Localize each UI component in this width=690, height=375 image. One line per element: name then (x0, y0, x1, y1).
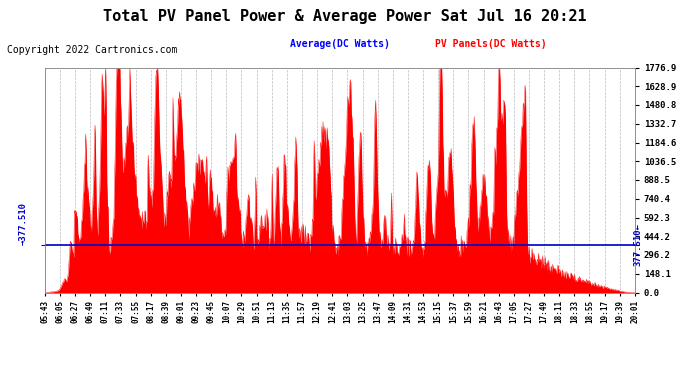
Text: Total PV Panel Power & Average Power Sat Jul 16 20:21: Total PV Panel Power & Average Power Sat… (104, 9, 586, 24)
Text: Average(DC Watts): Average(DC Watts) (290, 39, 390, 50)
Text: PV Panels(DC Watts): PV Panels(DC Watts) (435, 39, 546, 50)
Text: Copyright 2022 Cartronics.com: Copyright 2022 Cartronics.com (7, 45, 177, 55)
Text: →377.510: →377.510 (18, 202, 28, 245)
Text: 377.510←: 377.510← (633, 223, 643, 266)
